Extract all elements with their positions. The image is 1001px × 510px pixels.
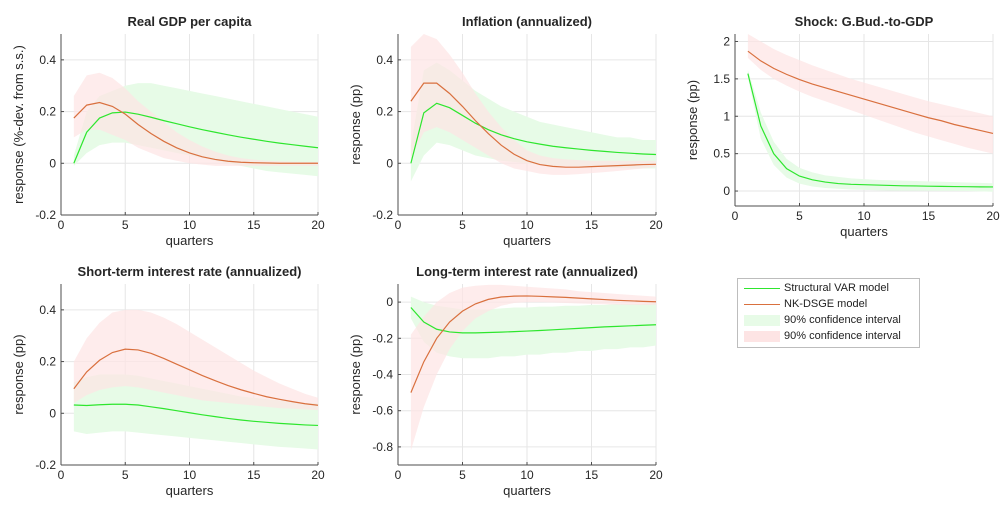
- x-axis-label: quarters: [503, 233, 551, 248]
- ci-band-nk-dsge-model: [73, 72, 318, 166]
- panel-long-term-interest-rate-annualized: 0 5 10 15 20 -0.8 -0.6 -0.4 -0.2 0 Long-term inter…: [348, 264, 663, 498]
- x-tick-label: 5: [796, 209, 803, 223]
- legend-swatch-dsge-line: [744, 304, 780, 306]
- series-line-structural-var-model: [747, 73, 994, 188]
- legend-item-dsge: NK-DSGE model: [738, 297, 919, 312]
- x-tick-label: 0: [58, 218, 65, 232]
- y-tick-label: -0.2: [372, 208, 393, 222]
- panel-shock-g-bud-to-gdp: 0 5 10 15 20 0 0.5 1 1.5 2 Shock: G.Bud.-to-GDP qua…: [685, 14, 1000, 239]
- x-tick-label: 20: [986, 209, 1000, 223]
- y-axis-label: response (pp): [11, 334, 26, 414]
- x-axis-label: quarters: [166, 483, 214, 498]
- y-tick-label: 0: [723, 184, 730, 198]
- x-tick-label: 20: [311, 468, 325, 482]
- x-tick-label: 10: [520, 218, 534, 232]
- legend-label-svar: Structural VAR model: [784, 282, 889, 294]
- y-tick-label: -0.6: [372, 404, 393, 418]
- legend-item-svar-ci: 90% confidence interval: [738, 313, 919, 328]
- x-tick-label: 20: [311, 218, 325, 232]
- legend-item-svar: Structural VAR model: [738, 281, 919, 296]
- x-tick-label: 5: [122, 218, 129, 232]
- ci-band-nk-dsge-model: [747, 34, 993, 154]
- y-axis-label: response (%-dev. from s.s.): [11, 45, 26, 204]
- chart-title: Long-term interest rate (annualized): [416, 264, 638, 279]
- legend-item-dsge-ci: 90% confidence interval: [738, 329, 919, 344]
- series-line-nk-dsge-model: [73, 348, 319, 406]
- ci-band-structural-var-model: [73, 374, 318, 450]
- x-tick-label: 0: [58, 468, 65, 482]
- x-axis-label: quarters: [840, 224, 888, 239]
- y-tick-label: 0.5: [713, 147, 730, 161]
- ci-band-nk-dsge-model: [410, 34, 656, 175]
- series-line-structural-var-model: [410, 102, 657, 164]
- x-tick-label: 15: [247, 468, 261, 482]
- legend: Structural VAR model NK-DSGE model 90% c…: [737, 278, 920, 348]
- legend-label-svar-ci: 90% confidence interval: [784, 314, 901, 326]
- x-tick-label: 5: [459, 468, 466, 482]
- y-tick-label: -0.4: [372, 368, 393, 382]
- chart-title: Short-term interest rate (annualized): [78, 264, 302, 279]
- y-tick-label: 2: [723, 34, 730, 48]
- series-line-structural-var-model: [73, 403, 319, 427]
- chart-title: Real GDP per capita: [127, 14, 252, 29]
- x-tick-label: 10: [857, 209, 871, 223]
- x-tick-label: 10: [183, 468, 197, 482]
- y-tick-label: 0.4: [39, 53, 56, 67]
- x-axis-label: quarters: [166, 233, 214, 248]
- y-tick-label: 0.4: [376, 53, 393, 67]
- y-tick-label: 1.5: [713, 72, 730, 86]
- y-tick-label: -0.2: [35, 458, 56, 472]
- x-tick-label: 0: [395, 468, 402, 482]
- x-tick-label: 20: [649, 218, 663, 232]
- y-tick-label: 1: [723, 109, 730, 123]
- x-tick-label: 0: [395, 218, 402, 232]
- y-tick-label: 0: [386, 156, 393, 170]
- legend-swatch-svar-line: [744, 288, 780, 290]
- x-tick-label: 10: [520, 468, 534, 482]
- series-line-structural-var-model: [410, 307, 657, 334]
- y-tick-label: 0: [49, 156, 56, 170]
- y-tick-label: 0: [386, 295, 393, 309]
- x-tick-label: 20: [649, 468, 663, 482]
- y-tick-label: 0.4: [39, 303, 56, 317]
- y-axis-label: response (pp): [348, 334, 363, 414]
- x-tick-label: 15: [247, 218, 261, 232]
- y-tick-label: -0.2: [372, 331, 393, 345]
- legend-swatch-svar-band: [744, 315, 780, 326]
- series-line-nk-dsge-model: [410, 82, 657, 168]
- y-tick-label: -0.2: [35, 208, 56, 222]
- series-line-nk-dsge-model: [73, 101, 318, 164]
- x-tick-label: 0: [732, 209, 739, 223]
- y-axis-label: response (pp): [685, 80, 700, 160]
- y-tick-label: 0.2: [39, 355, 56, 369]
- x-tick-label: 15: [585, 468, 599, 482]
- chart-title: Shock: G.Bud.-to-GDP: [795, 14, 934, 29]
- y-tick-label: 0: [49, 406, 56, 420]
- legend-label-dsge: NK-DSGE model: [784, 298, 868, 310]
- ci-band-nk-dsge-model: [73, 309, 318, 411]
- series-line-nk-dsge-model: [747, 50, 994, 135]
- x-axis-label: quarters: [503, 483, 551, 498]
- y-axis-label: response (pp): [348, 84, 363, 164]
- x-tick-label: 5: [459, 218, 466, 232]
- x-tick-label: 15: [585, 218, 599, 232]
- x-tick-label: 10: [183, 218, 197, 232]
- y-tick-label: 0.2: [376, 105, 393, 119]
- y-tick-label: 0.2: [39, 105, 56, 119]
- series-line-structural-var-model: [73, 111, 319, 164]
- y-tick-label: -0.8: [372, 440, 393, 454]
- x-tick-label: 15: [922, 209, 936, 223]
- legend-swatch-dsge-band: [744, 331, 780, 342]
- series-line-nk-dsge-model: [410, 295, 657, 393]
- chart-title: Inflation (annualized): [462, 14, 592, 29]
- x-tick-label: 5: [122, 468, 129, 482]
- legend-label-dsge-ci: 90% confidence interval: [784, 330, 901, 342]
